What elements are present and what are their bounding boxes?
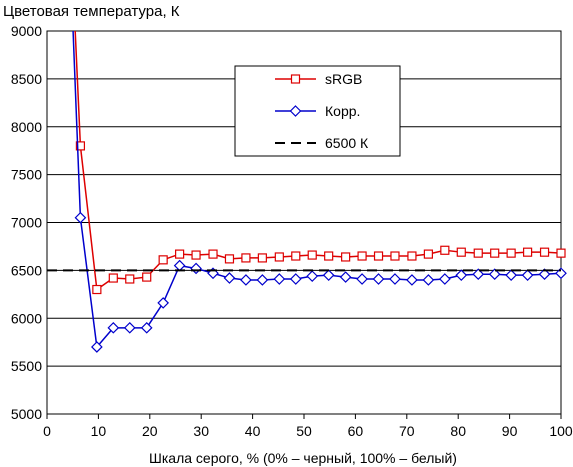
data-point — [372, 273, 385, 285]
chart-title: Цветовая температура, К — [3, 3, 180, 20]
data-point — [356, 273, 368, 285]
legend-label: Корр. — [325, 103, 360, 119]
x-tick-label: 80 — [450, 423, 466, 439]
y-tick-label: 6000 — [11, 310, 42, 326]
data-point — [241, 253, 251, 263]
data-point — [539, 247, 550, 257]
data-point — [389, 273, 401, 285]
x-tick-label: 40 — [245, 423, 261, 439]
data-point — [505, 269, 517, 282]
x-tick-label: 70 — [399, 423, 415, 439]
data-point — [91, 341, 103, 353]
series-sRGB — [74, 31, 566, 295]
data-point — [407, 251, 417, 261]
data-point — [125, 274, 135, 284]
data-point — [175, 249, 185, 259]
data-point — [322, 269, 335, 282]
data-point — [307, 250, 317, 260]
data-point — [521, 269, 534, 282]
y-tick-label: 8500 — [11, 71, 42, 87]
y-tick-label: 7500 — [11, 167, 42, 183]
x-tick-label: 0 — [43, 423, 51, 439]
y-tick-label: 6500 — [11, 262, 42, 278]
data-point — [490, 248, 500, 258]
data-point — [423, 249, 433, 259]
x-tick-label: 60 — [348, 423, 364, 439]
data-point — [455, 269, 468, 282]
data-point — [173, 259, 186, 272]
data-point — [289, 273, 302, 285]
data-point — [438, 273, 451, 285]
data-point — [373, 251, 384, 261]
legend-marker — [289, 105, 302, 117]
data-point — [472, 268, 485, 281]
data-point — [341, 252, 351, 262]
x-axis-ticks: 0 10 20 30 40 50 60 70 80 90 100 — [43, 414, 573, 439]
data-point — [339, 271, 352, 283]
legend-box — [234, 65, 401, 157]
series-Корр. — [72, 31, 567, 353]
data-point — [75, 141, 86, 151]
data-point — [306, 270, 319, 282]
y-tick-label: 8000 — [11, 119, 42, 135]
x-tick-label: 10 — [91, 423, 107, 439]
data-point — [140, 321, 153, 334]
data-point — [291, 251, 301, 261]
data-point — [273, 273, 286, 285]
data-point — [142, 272, 152, 282]
data-point — [274, 252, 284, 262]
y-axis-ticks: 5000 5500 6000 6500 7000 7500 8000 8500 9000 — [11, 23, 42, 422]
y-tick-label: 5500 — [11, 358, 42, 374]
data-point — [158, 255, 168, 265]
data-point — [107, 321, 120, 334]
data-point — [406, 274, 418, 286]
data-point — [257, 253, 267, 263]
data-point — [223, 272, 236, 284]
data-point — [240, 274, 252, 286]
data-point — [556, 248, 566, 258]
x-axis-label: Шкала серого, % (0% – черный, 100% – бел… — [149, 450, 457, 466]
data-point — [488, 268, 501, 281]
data-point — [422, 274, 435, 286]
series-layer — [47, 31, 567, 353]
x-tick-label: 20 — [142, 423, 158, 439]
data-point — [555, 267, 567, 280]
data-point — [522, 247, 533, 257]
x-tick-label: 100 — [549, 423, 573, 439]
data-point — [123, 321, 136, 334]
x-tick-label: 50 — [296, 423, 312, 439]
data-point — [357, 251, 367, 261]
legend: sRGB Корр. 6500 К — [234, 65, 401, 157]
data-point — [538, 268, 551, 281]
data-point — [324, 251, 334, 261]
data-point — [92, 284, 102, 295]
data-point — [473, 248, 483, 258]
legend-label: sRGB — [325, 71, 362, 87]
data-point — [224, 254, 235, 264]
y-tick-label: 5000 — [11, 406, 42, 422]
data-point — [506, 248, 516, 258]
data-point — [74, 211, 87, 224]
data-point — [208, 249, 218, 259]
data-point — [190, 262, 202, 275]
data-point — [256, 274, 269, 286]
y-tick-label: 7000 — [11, 215, 42, 231]
x-tick-label: 90 — [502, 423, 518, 439]
data-point — [108, 273, 118, 283]
data-point — [157, 297, 170, 309]
data-point — [191, 250, 201, 260]
data-point — [456, 247, 466, 257]
legend-label: 6500 К — [325, 135, 369, 151]
x-tick-label: 30 — [193, 423, 209, 439]
data-point — [390, 251, 400, 261]
data-point — [440, 245, 450, 255]
legend-marker — [290, 74, 301, 84]
y-tick-label: 9000 — [11, 23, 42, 39]
